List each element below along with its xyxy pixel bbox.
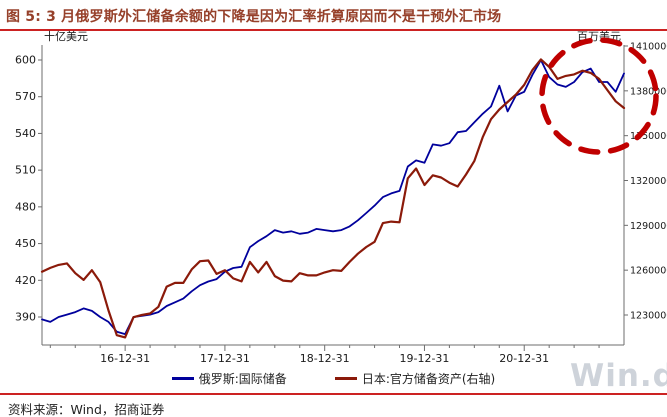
legend-label-japan: 日本:官方储备资产(右轴) bbox=[361, 372, 496, 386]
right-tick-label: 1350000 bbox=[630, 131, 667, 142]
series-line-japan bbox=[40, 58, 626, 339]
left-tick-label: 420 bbox=[15, 274, 36, 287]
source-note: 资料来源：Wind，招商证券 bbox=[8, 402, 165, 417]
highlight-circle bbox=[539, 37, 659, 155]
legend-label-russia: 俄罗斯:国际储备 bbox=[198, 372, 287, 386]
x-tick-label: 19-12-31 bbox=[399, 352, 449, 365]
series-line-russia bbox=[41, 59, 625, 336]
left-tick-label: 390 bbox=[15, 311, 36, 324]
title-underline bbox=[0, 29, 667, 31]
left-tick-label: 510 bbox=[15, 164, 36, 177]
right-tick-label: 1290000 bbox=[630, 221, 667, 232]
x-tick-label: 18-12-31 bbox=[300, 352, 350, 365]
wind-watermark: Win.d bbox=[570, 358, 667, 394]
legend-item-russia: 俄罗斯:国际储备 bbox=[171, 370, 287, 387]
right-tick-label: 1230000 bbox=[630, 311, 667, 322]
right-tick-label: 1320000 bbox=[630, 176, 667, 187]
right-tick-label: 1260000 bbox=[630, 266, 667, 277]
right-tick-label: 1380000 bbox=[630, 86, 667, 97]
left-tick-label: 450 bbox=[15, 237, 36, 250]
japan-line-swatch bbox=[334, 377, 357, 380]
x-tick-label: 20-12-31 bbox=[499, 352, 549, 365]
footer-separator bbox=[0, 393, 667, 395]
figure-title: 图 5: 3 月俄罗斯外汇储备余额的下降是因为汇率折算原因而不是干预外汇市场 bbox=[6, 9, 502, 25]
legend-item-japan: 日本:官方储备资产(右轴) bbox=[334, 370, 496, 387]
left-tick-label: 600 bbox=[15, 54, 36, 67]
x-tick-label: 16-12-31 bbox=[100, 352, 150, 365]
left-tick-label: 480 bbox=[15, 200, 36, 213]
russia-line-swatch bbox=[171, 377, 194, 380]
x-tick-label: 17-12-31 bbox=[200, 352, 250, 365]
left-axis-unit-label: 十亿美元 bbox=[44, 29, 88, 43]
chart-legend: 俄罗斯:国际储备 日本:官方储备资产(右轴) bbox=[0, 370, 667, 387]
left-tick-label: 540 bbox=[15, 127, 36, 140]
right-tick-label: 1410000 bbox=[630, 42, 667, 53]
left-tick-label: 570 bbox=[15, 90, 36, 103]
